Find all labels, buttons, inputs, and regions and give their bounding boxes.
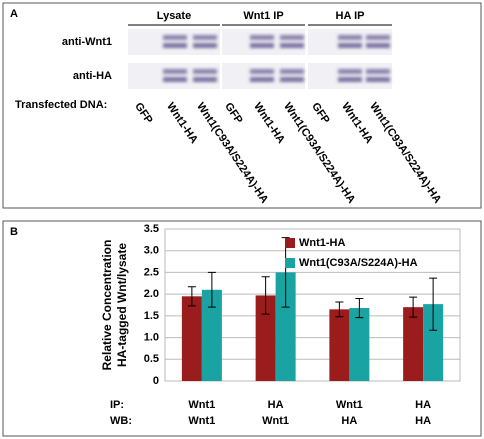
- lane-title: Transfected DNA:: [15, 99, 107, 111]
- band: [193, 77, 217, 82]
- y-tick-label: 3.0: [144, 245, 159, 257]
- x-tick-label: HA: [341, 415, 357, 427]
- error-bar: [355, 297, 364, 319]
- x-tick-label: HA: [415, 399, 431, 411]
- band: [250, 43, 274, 48]
- bar: [329, 309, 350, 381]
- group-header: Wnt1 IP: [243, 10, 283, 22]
- band: [163, 69, 187, 74]
- blot-strip: [308, 63, 392, 89]
- band: [366, 69, 390, 74]
- group-header: HA IP: [336, 10, 365, 22]
- category-title: IP:: [110, 399, 124, 411]
- band: [250, 69, 274, 74]
- error-bar: [187, 286, 196, 307]
- category-title: WB:: [110, 415, 132, 427]
- blot-strip: [308, 29, 392, 55]
- blot-strip: [222, 29, 305, 55]
- error-bar: [409, 296, 418, 318]
- y-axis-title: HA-tagged Wnt/lysate: [115, 243, 129, 367]
- band: [163, 43, 187, 48]
- band: [163, 77, 187, 82]
- y-tick-label: 0.5: [144, 353, 159, 365]
- x-tick-label: HA: [268, 399, 284, 411]
- y-tick-label: 3.5: [144, 223, 159, 235]
- band: [280, 35, 304, 40]
- error-bar: [207, 271, 216, 308]
- band: [338, 69, 362, 74]
- x-tick-label: Wnt1: [188, 415, 215, 427]
- panel-label: B: [10, 226, 18, 238]
- x-tick-label: Wnt1: [336, 399, 363, 411]
- band: [366, 35, 390, 40]
- bar: [423, 304, 444, 381]
- bar: [275, 272, 296, 381]
- legend-label: Wnt1(C93A/S224A)-HA: [299, 257, 418, 269]
- y-tick-label: 0: [153, 375, 159, 387]
- legend-swatch: [285, 258, 295, 268]
- blot-strip: [222, 63, 305, 89]
- band: [193, 69, 217, 74]
- band: [193, 35, 217, 40]
- bar: [201, 289, 222, 381]
- row-label: anti-HA: [73, 70, 112, 82]
- error-bar: [261, 276, 270, 315]
- band: [338, 35, 362, 40]
- bar: [181, 296, 202, 381]
- y-tick-label: 2.0: [144, 288, 159, 300]
- band: [366, 77, 390, 82]
- panel-label: A: [10, 8, 18, 20]
- bar: [349, 308, 370, 381]
- band: [338, 77, 362, 82]
- band: [366, 43, 390, 48]
- band: [338, 43, 362, 48]
- x-tick-label: Wnt1: [262, 415, 289, 427]
- blot-strip: [128, 63, 220, 89]
- x-tick-label: HA: [415, 415, 431, 427]
- blot-strip: [128, 29, 220, 55]
- band: [280, 69, 304, 74]
- band: [250, 77, 274, 82]
- error-bar: [429, 277, 438, 331]
- band: [280, 77, 304, 82]
- y-tick-label: 1.0: [144, 331, 159, 343]
- row-label: anti-Wnt1: [62, 36, 112, 48]
- bar: [255, 295, 276, 381]
- band: [193, 43, 217, 48]
- group-header: Lysate: [157, 10, 191, 22]
- band: [163, 35, 187, 40]
- band: [250, 35, 274, 40]
- band: [280, 43, 304, 48]
- error-bar: [335, 301, 344, 318]
- y-axis-title: Relative Concentration: [100, 240, 114, 371]
- y-tick-label: 2.5: [144, 266, 159, 278]
- legend-swatch: [285, 238, 295, 248]
- bar: [403, 307, 424, 381]
- x-tick-label: Wnt1: [188, 399, 215, 411]
- y-tick-label: 1.5: [144, 310, 159, 322]
- error-bar: [281, 237, 290, 308]
- legend-label: Wnt1-HA: [299, 237, 345, 249]
